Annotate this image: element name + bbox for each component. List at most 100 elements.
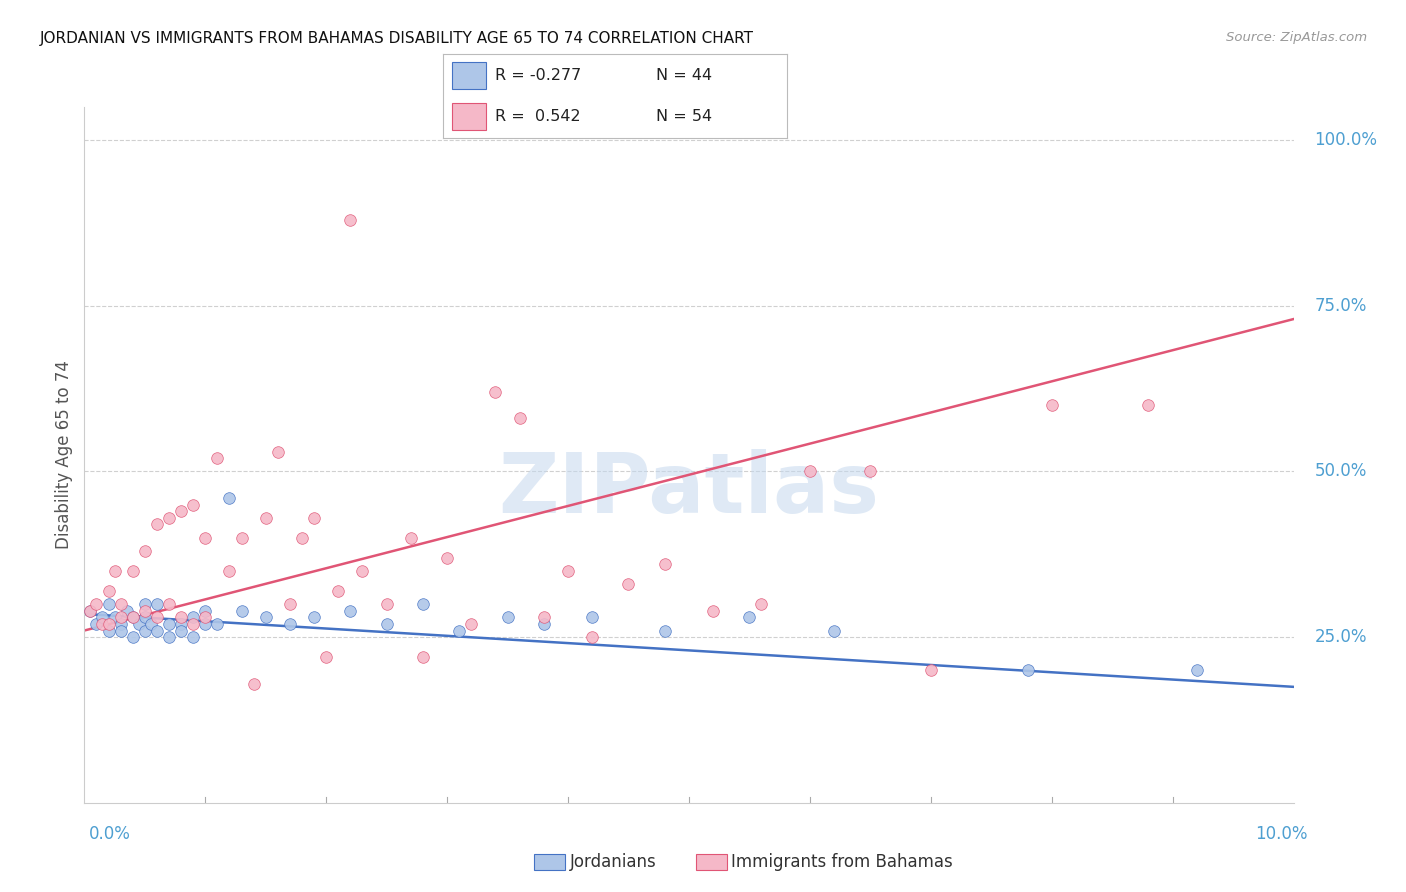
Point — [121, 610, 143, 624]
Point — [254, 610, 277, 624]
Point — [218, 491, 240, 505]
Point — [79, 604, 101, 618]
Bar — [451, 103, 486, 130]
Text: Jordanians: Jordanians — [569, 853, 657, 871]
Point — [920, 663, 942, 677]
Point — [91, 616, 114, 631]
Point — [617, 577, 640, 591]
Point — [654, 624, 676, 638]
Point — [533, 616, 555, 631]
Text: JORDANIAN VS IMMIGRANTS FROM BAHAMAS DISABILITY AGE 65 TO 74 CORRELATION CHART: JORDANIAN VS IMMIGRANTS FROM BAHAMAS DIS… — [39, 31, 754, 46]
Point — [496, 610, 519, 624]
Point — [278, 597, 301, 611]
Point — [134, 544, 156, 558]
Text: 50.0%: 50.0% — [1315, 462, 1367, 481]
Point — [134, 610, 156, 624]
Point — [110, 610, 132, 624]
Point — [654, 558, 676, 572]
Point — [134, 624, 156, 638]
Point — [181, 630, 204, 644]
Point — [181, 610, 204, 624]
Text: R =  0.542: R = 0.542 — [495, 109, 581, 124]
Point — [207, 616, 229, 631]
Point — [302, 610, 325, 624]
Point — [146, 597, 169, 611]
Text: Source: ZipAtlas.com: Source: ZipAtlas.com — [1226, 31, 1367, 45]
Point — [738, 610, 761, 624]
Point — [157, 630, 180, 644]
Point — [460, 616, 482, 631]
Text: R = -0.277: R = -0.277 — [495, 68, 581, 83]
Text: 75.0%: 75.0% — [1315, 297, 1367, 315]
Text: Immigrants from Bahamas: Immigrants from Bahamas — [731, 853, 953, 871]
Point — [557, 564, 579, 578]
Point — [157, 616, 180, 631]
Point — [146, 624, 169, 638]
Bar — [451, 62, 486, 89]
Point — [581, 610, 603, 624]
Point — [194, 531, 217, 545]
Text: 100.0%: 100.0% — [1315, 131, 1378, 149]
Point — [194, 610, 217, 624]
Point — [91, 610, 114, 624]
Point — [375, 597, 398, 611]
Point — [1137, 398, 1160, 412]
Point — [291, 531, 314, 545]
Point — [254, 511, 277, 525]
Point — [181, 616, 204, 631]
Point — [1185, 663, 1208, 677]
Point — [352, 564, 374, 578]
Point — [121, 610, 143, 624]
Point — [702, 604, 724, 618]
Y-axis label: Disability Age 65 to 74: Disability Age 65 to 74 — [55, 360, 73, 549]
Point — [110, 616, 132, 631]
Point — [231, 604, 253, 618]
Text: N = 54: N = 54 — [657, 109, 713, 124]
Point — [799, 465, 821, 479]
Point — [231, 531, 253, 545]
Point — [170, 624, 193, 638]
Point — [339, 212, 361, 227]
Point — [97, 624, 120, 638]
Point — [139, 616, 162, 631]
Text: 10.0%: 10.0% — [1256, 825, 1308, 843]
Point — [823, 624, 845, 638]
Point — [146, 517, 169, 532]
Point — [412, 650, 434, 665]
Point — [194, 616, 217, 631]
Point — [375, 616, 398, 631]
Point — [79, 604, 101, 618]
Point — [302, 511, 325, 525]
Text: 0.0%: 0.0% — [89, 825, 131, 843]
Point — [859, 465, 882, 479]
Point — [121, 630, 143, 644]
Point — [328, 583, 350, 598]
Point — [533, 610, 555, 624]
Point — [121, 564, 143, 578]
Point — [412, 597, 434, 611]
Point — [218, 564, 240, 578]
Point — [86, 597, 108, 611]
Point — [134, 604, 156, 618]
Point — [751, 597, 773, 611]
Text: 25.0%: 25.0% — [1315, 628, 1367, 646]
Point — [181, 498, 204, 512]
Point — [134, 597, 156, 611]
Point — [146, 610, 169, 624]
Point — [339, 604, 361, 618]
Point — [399, 531, 422, 545]
Point — [267, 444, 290, 458]
Point — [110, 597, 132, 611]
Point — [170, 616, 193, 631]
Point — [436, 550, 458, 565]
Text: N = 44: N = 44 — [657, 68, 713, 83]
Point — [97, 583, 120, 598]
Point — [242, 676, 264, 690]
Point — [115, 604, 138, 618]
Point — [315, 650, 337, 665]
Point — [97, 616, 120, 631]
Point — [194, 604, 217, 618]
Point — [509, 411, 531, 425]
Point — [1017, 663, 1039, 677]
Text: ZIPatlas: ZIPatlas — [499, 450, 879, 530]
